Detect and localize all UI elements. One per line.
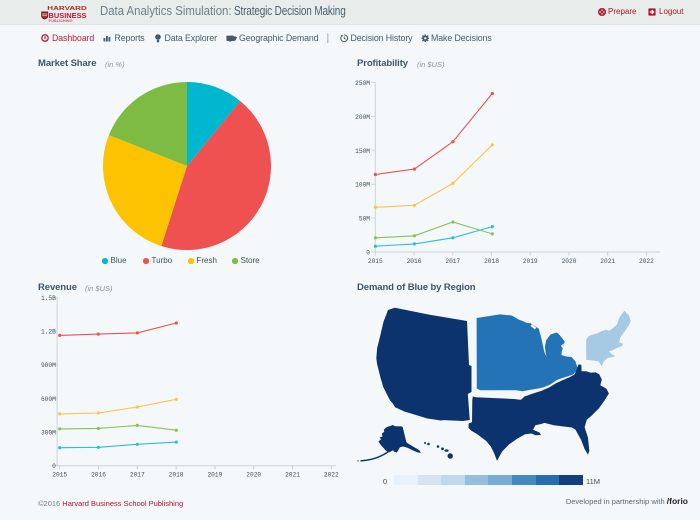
svg-text:200M: 200M bbox=[355, 114, 370, 121]
svg-text:2019: 2019 bbox=[207, 472, 222, 479]
svg-text:150M: 150M bbox=[355, 148, 370, 155]
svg-text:0: 0 bbox=[52, 463, 56, 470]
svg-text:HARVARD: HARVARD bbox=[47, 6, 87, 12]
svg-text:1.2B: 1.2B bbox=[41, 329, 56, 336]
svg-text:2022: 2022 bbox=[639, 258, 654, 265]
svg-text:2015: 2015 bbox=[368, 258, 383, 265]
svg-text:2020: 2020 bbox=[246, 472, 261, 479]
svg-text:2015: 2015 bbox=[52, 472, 67, 479]
svg-text:2017: 2017 bbox=[130, 472, 145, 479]
svg-text:2017: 2017 bbox=[445, 258, 460, 265]
svg-text:2021: 2021 bbox=[285, 472, 300, 479]
svg-text:2019: 2019 bbox=[523, 258, 538, 265]
svg-text:1.5B: 1.5B bbox=[41, 295, 56, 302]
svg-text:BUSINESS: BUSINESS bbox=[49, 11, 87, 20]
svg-text:0: 0 bbox=[366, 250, 370, 257]
svg-text:2021: 2021 bbox=[600, 258, 615, 265]
svg-text:2016: 2016 bbox=[91, 472, 106, 479]
svg-text:300M: 300M bbox=[41, 430, 56, 437]
svg-text:2022: 2022 bbox=[324, 472, 339, 479]
svg-text:2018: 2018 bbox=[169, 472, 184, 479]
svg-text:900M: 900M bbox=[41, 362, 56, 369]
svg-text:50M: 50M bbox=[359, 216, 370, 223]
svg-text:100M: 100M bbox=[355, 182, 370, 189]
svg-text:PUBLISHING: PUBLISHING bbox=[49, 19, 73, 23]
svg-text:2020: 2020 bbox=[562, 258, 577, 265]
svg-text:2016: 2016 bbox=[407, 258, 422, 265]
svg-text:250M: 250M bbox=[355, 80, 370, 87]
svg-text:600M: 600M bbox=[41, 396, 56, 403]
svg-text:2018: 2018 bbox=[484, 258, 499, 265]
